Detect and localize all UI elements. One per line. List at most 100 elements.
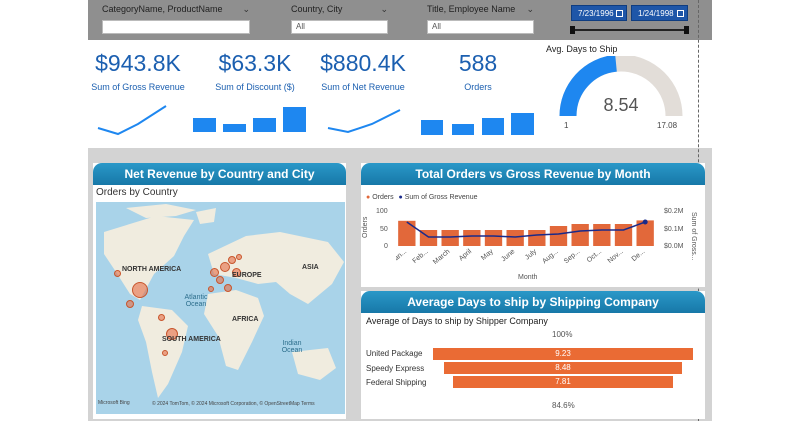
legend-revenue-dot: ● (398, 194, 403, 201)
map-bubble[interactable] (166, 328, 178, 340)
gross-revenue-value: $943.8K (95, 50, 181, 76)
discount-value: $63.3K (218, 50, 292, 76)
orders-bar[interactable] (441, 230, 459, 246)
orders-bar[interactable] (463, 230, 481, 246)
orders-bar (482, 118, 504, 135)
x-tick-label: Aug... (541, 248, 560, 265)
map-bubble[interactable] (114, 270, 121, 277)
orders-bar[interactable] (636, 220, 654, 246)
gauge-value: 8.54 (603, 95, 639, 115)
category-slicer-label: CategoryName, ProductName (102, 4, 223, 14)
end-date-text: 1/24/1998 (638, 9, 674, 18)
map-bubble[interactable] (224, 284, 232, 292)
y-left-tick: 0 (384, 243, 388, 250)
gross-revenue-sparkline (97, 105, 167, 136)
label-south-america: SOUTH AMERICA (162, 336, 221, 343)
shipper-bar[interactable]: 7.81 (453, 376, 673, 388)
label-asia: ASIA (302, 264, 319, 271)
orders-bar[interactable] (398, 220, 416, 246)
x-tick-label: Oct... (586, 248, 603, 264)
orders-bar[interactable] (571, 224, 589, 246)
shipper-bar[interactable]: 9.23 (433, 348, 693, 360)
world-map[interactable]: NORTH AMERICA EUROPE ASIA AFRICA SOUTH A… (96, 202, 345, 414)
x-tick-label: May (480, 248, 495, 262)
chevron-down-icon[interactable]: ⌄ (380, 4, 388, 14)
orders-bar[interactable] (506, 230, 524, 246)
start-date-input[interactable]: 7/23/1996 (571, 5, 627, 21)
date-slider-end-handle[interactable] (684, 26, 689, 34)
legend-orders-dot: ● (366, 194, 371, 201)
x-tick-label: Nov... (607, 248, 625, 265)
funnel-top-percent: 100% (552, 330, 573, 339)
start-date-text: 7/23/1996 (578, 9, 614, 18)
discount-bar (223, 124, 246, 132)
date-slider-start-handle[interactable] (570, 26, 575, 34)
x-tick-label: Feb... (412, 248, 430, 265)
label-atlantic-ocean: Atlantic Ocean (184, 294, 208, 308)
map-bubble[interactable] (132, 282, 148, 298)
funnel-bottom-percent: 84.6% (552, 401, 575, 410)
shipping-card-title: Average Days to ship by Shipping Company (361, 291, 705, 313)
x-tick-label: April (458, 248, 474, 263)
y-left-tick: 50 (380, 226, 388, 233)
employee-slicer-input[interactable]: All (427, 20, 534, 34)
orders-revenue-card-title: Total Orders vs Gross Revenue by Month (361, 163, 705, 185)
shipping-subtitle: Average of Days to ship by Shipper Compa… (366, 316, 548, 326)
map-bubble[interactable] (236, 254, 242, 260)
map-bubble[interactable] (158, 314, 165, 321)
orders-revenue-chart: Jan... Feb... March April May June July Aug... S… (396, 219, 654, 266)
discount-bar (193, 118, 216, 132)
employee-slicer[interactable]: Title, Employee Name ⌄ All (427, 2, 534, 34)
map-bubble[interactable] (210, 268, 219, 277)
map-land (104, 204, 344, 398)
x-axis-label: Month (518, 274, 538, 281)
map-bubble[interactable] (228, 256, 236, 264)
revenue-line[interactable] (406, 221, 646, 238)
orders-bar[interactable] (593, 224, 611, 246)
y-right-tick: $0.0M (664, 243, 684, 250)
map-bubble[interactable] (162, 350, 168, 356)
y-right-axis-label: Sum of Gross... (690, 212, 697, 261)
label-indian-ocean: Indian Ocean (281, 340, 303, 354)
gauge-max: 17.08 (657, 121, 678, 130)
map-bubble[interactable] (208, 286, 214, 292)
orders-value: 588 (458, 50, 498, 76)
map-bubble[interactable] (220, 262, 230, 272)
net-revenue-value: $880.4K (320, 50, 406, 76)
date-slider-track[interactable] (572, 29, 688, 31)
country-slicer-label: Country, City (291, 4, 343, 14)
map-card-title: Net Revenue by Country and City (93, 163, 346, 185)
orders-bar[interactable] (549, 226, 568, 246)
category-slicer[interactable]: CategoryName, ProductName ⌄ (102, 2, 250, 34)
orders-bar[interactable] (484, 230, 503, 246)
shipper-label: United Package (366, 349, 423, 358)
employee-slicer-label: Title, Employee Name (427, 4, 516, 14)
map-attribution[interactable]: © 2024 TomTom, © 2024 Microsoft Corporat… (152, 401, 315, 407)
chevron-down-icon[interactable]: ⌄ (242, 4, 250, 14)
label-north-america: NORTH AMERICA (122, 266, 182, 273)
shipper-bar[interactable]: 8.48 (443, 362, 683, 374)
revenue-point[interactable] (642, 219, 648, 225)
country-slicer-input[interactable]: All (291, 20, 388, 34)
label-africa: AFRICA (232, 316, 259, 323)
x-tick-label: July (524, 248, 538, 262)
legend-orders-label: Orders (372, 194, 394, 201)
shipper-label: Federal Shipping (366, 378, 427, 387)
orders-bar[interactable] (528, 230, 546, 246)
map-bubble[interactable] (126, 300, 134, 308)
category-slicer-input[interactable] (102, 20, 250, 34)
orders-bar (452, 124, 474, 135)
end-date-input[interactable]: 1/24/1998 (631, 5, 688, 21)
map-bubble[interactable] (232, 268, 241, 277)
calendar-icon[interactable] (616, 10, 623, 17)
map-bubble[interactable] (216, 276, 224, 284)
microsoft-bing-logo: Microsoft Bing (98, 400, 130, 406)
x-tick-label: Sep... (563, 248, 582, 265)
orders-bar (511, 113, 534, 135)
discount-bar (283, 107, 306, 132)
country-slicer[interactable]: Country, City ⌄ All (291, 2, 388, 34)
chevron-down-icon[interactable]: ⌄ (526, 4, 534, 14)
shipper-label: Speedy Express (366, 364, 425, 373)
calendar-icon[interactable] (677, 10, 684, 17)
